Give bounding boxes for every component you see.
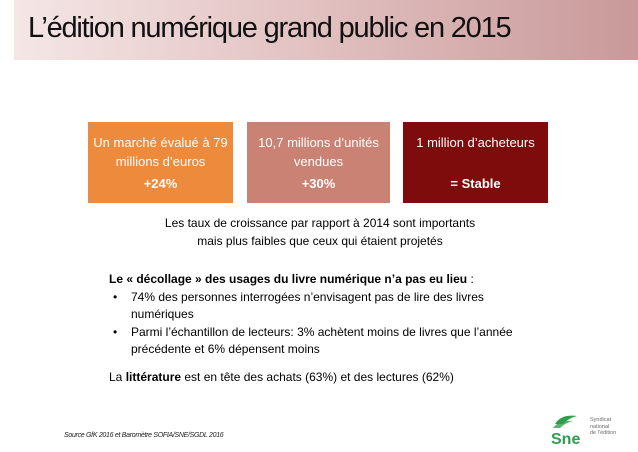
list-item-text: 74% des personnes interrogées n’envisage… [131,289,484,322]
findings-heading-colon: : [467,272,474,286]
bullet-icon: • [113,289,118,304]
sne-logo-tagline: Syndicat national de l’édition [590,417,616,437]
growth-note-line-2: mais plus faibles que ceux qui étaient p… [197,234,443,248]
list-item-text: Parmi l’échantillon de lecteurs: 3% achè… [131,324,513,357]
sne-logo-mark-text: Sne [551,431,580,448]
literature-post: est en tête des achats (63%) et des lect… [181,370,454,384]
sne-logo-tagline-3: de l’édition [590,430,617,436]
sne-logo-tagline-1: Syndicat [590,417,612,423]
literature-pre: La [109,370,126,384]
source-note: Source GfK 2016 et Baromètre SOFIA/SNE/S… [64,432,224,439]
literature-bold: littérature [125,370,182,384]
stat-box-units-growth: +30% [301,176,336,191]
stat-box-units: 10,7 millions d’unités vendues +30% [247,122,390,203]
stat-box-buyers-growth: = Stable [450,176,501,191]
stat-box-market-growth: +24% [143,176,178,191]
findings-list: Le « décollage » des usages du livre num… [109,271,529,359]
stat-box-buyers: 1 million d’acheteurs = Stable [403,122,548,203]
sne-logo-tagline-2: national [590,423,610,430]
literature-statement: La littérature est en tête des achats (6… [109,370,454,384]
sne-logo: Sne Syndicat national de l’édition [549,410,629,448]
findings-heading-bold: Le « décollage » des usages du livre num… [109,272,468,286]
bullet-icon: • [113,324,118,339]
sne-logo-mark-icon: Sne [551,415,580,448]
title-banner: L’édition numérique grand public en 2015 [14,0,638,60]
stat-box-market-text: Un marché évalué à 79 millions d’euros [93,135,228,169]
stat-box-buyers-text: 1 million d’acheteurs [416,135,535,150]
stat-box-units-text: 10,7 millions d’unités vendues [258,135,379,169]
list-item: • 74% des personnes interrogées n’envisa… [109,289,529,324]
findings-heading: Le « décollage » des usages du livre num… [109,271,529,289]
list-item: • Parmi l’échantillon de lecteurs: 3% ac… [109,324,529,359]
growth-note: Les taux de croissance par rapport à 201… [130,214,510,250]
page-title: L’édition numérique grand public en 2015 [28,12,512,44]
stat-box-market: Un marché évalué à 79 millions d’euros +… [88,122,233,203]
growth-note-line-1: Les taux de croissance par rapport à 201… [164,216,476,230]
